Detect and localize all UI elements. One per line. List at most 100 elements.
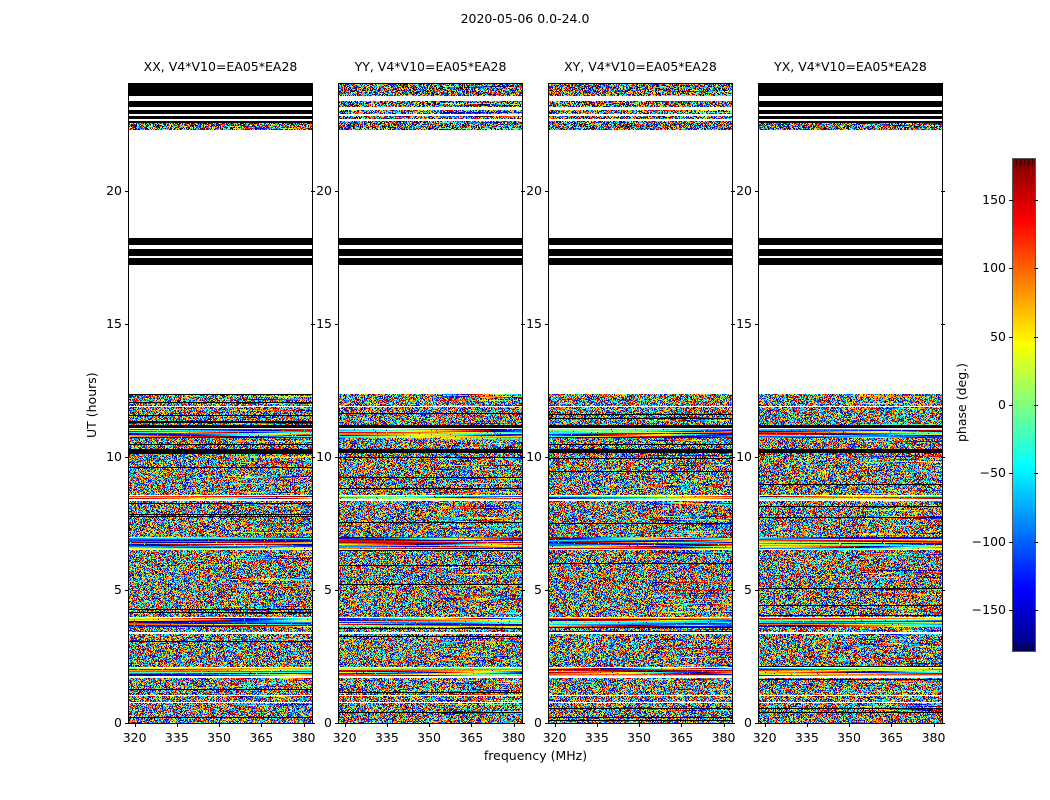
heatmap-panel-xx[interactable] bbox=[128, 83, 313, 724]
y-tick-label: 15 bbox=[106, 315, 122, 331]
y-tickmark-right bbox=[941, 190, 945, 192]
colorbar-tickmark-right bbox=[1034, 610, 1038, 611]
y-tick-label: 20 bbox=[106, 182, 122, 198]
x-tick-label: 320 bbox=[542, 730, 567, 745]
y-tickmark bbox=[545, 323, 549, 325]
x-tickmark bbox=[849, 723, 851, 727]
y-tick-label: 5 bbox=[744, 581, 752, 597]
y-tickmark-right bbox=[941, 323, 945, 325]
x-tickmark bbox=[386, 723, 388, 727]
x-tickmark bbox=[134, 723, 136, 727]
colorbar-tick-label: −50 bbox=[979, 465, 1006, 481]
y-tickmark-right bbox=[941, 456, 945, 458]
x-tickmark bbox=[219, 723, 221, 727]
x-tick-label: 335 bbox=[584, 730, 609, 745]
colorbar-tick-label: 100 bbox=[982, 260, 1006, 276]
y-tickmark-right bbox=[311, 190, 315, 192]
figure-suptitle: 2020-05-06 0.0-24.0 bbox=[460, 11, 590, 26]
colorbar-tickmark bbox=[1009, 268, 1013, 270]
x-tickmark bbox=[261, 723, 263, 727]
x-tick-label: 320 bbox=[122, 730, 147, 745]
x-tick-label: 335 bbox=[374, 730, 399, 745]
panel-title-xy: XY, V4*V10=EA05*EA28 bbox=[564, 59, 717, 74]
x-tick-label: 365 bbox=[249, 730, 274, 745]
panel-title-yx: YX, V4*V10=EA05*EA28 bbox=[774, 59, 927, 74]
y-tick-label: 0 bbox=[534, 715, 542, 730]
y-tick-label: 5 bbox=[534, 581, 542, 597]
y-tickmark-right bbox=[521, 323, 525, 325]
y-tickmark bbox=[545, 589, 549, 591]
y-tickmark bbox=[545, 456, 549, 458]
heatmap-image-xx bbox=[129, 84, 312, 723]
x-tickmark bbox=[513, 723, 515, 727]
y-tickmark bbox=[755, 589, 759, 591]
x-tick-label: 380 bbox=[711, 730, 736, 745]
x-tickmark bbox=[554, 723, 556, 727]
colorbar-tickmark bbox=[1009, 200, 1013, 201]
y-tickmark bbox=[125, 190, 129, 192]
x-tick-label: 335 bbox=[794, 730, 819, 745]
colorbar-tick-label: 150 bbox=[982, 192, 1006, 207]
y-tick-label: 15 bbox=[526, 315, 542, 331]
y-tick-label: 10 bbox=[106, 448, 122, 464]
y-tickmark bbox=[335, 723, 339, 724]
y-tickmark bbox=[335, 456, 339, 458]
x-tick-label: 365 bbox=[459, 730, 484, 745]
colorbar-tickmark-right bbox=[1034, 336, 1038, 338]
heatmap-panel-xy[interactable] bbox=[548, 83, 733, 724]
y-tick-label: 20 bbox=[526, 182, 542, 198]
y-tickmark-right bbox=[731, 323, 735, 325]
heatmap-image-yx bbox=[759, 84, 942, 723]
y-tickmark-right bbox=[731, 456, 735, 458]
y-tick-label: 0 bbox=[114, 715, 122, 730]
y-tickmark bbox=[755, 723, 759, 724]
colorbar-tickmark-right bbox=[1034, 200, 1038, 201]
x-tickmark bbox=[471, 723, 473, 727]
y-tickmark bbox=[755, 190, 759, 192]
y-tickmark bbox=[125, 323, 129, 325]
colorbar-tickmark-right bbox=[1034, 405, 1038, 406]
y-tick-label: 10 bbox=[526, 448, 542, 464]
y-axis-label: UT (hours) bbox=[84, 371, 99, 438]
heatmap-image-yy bbox=[339, 84, 522, 723]
colorbar-tickmark bbox=[1009, 610, 1013, 611]
y-tickmark-right bbox=[311, 723, 315, 724]
y-tick-label: 10 bbox=[316, 448, 332, 464]
x-tickmark bbox=[806, 723, 808, 727]
y-tickmark bbox=[545, 723, 549, 724]
x-tickmark bbox=[681, 723, 683, 727]
y-tickmark bbox=[755, 456, 759, 458]
heatmap-panel-yy[interactable] bbox=[338, 83, 523, 724]
y-tickmark bbox=[125, 456, 129, 458]
x-tick-label: 350 bbox=[837, 730, 861, 745]
x-tickmark bbox=[639, 723, 641, 727]
heatmap-image-xy bbox=[549, 84, 732, 723]
x-tickmark bbox=[891, 723, 893, 727]
y-tickmark bbox=[335, 190, 339, 192]
heatmap-panel-yx[interactable] bbox=[758, 83, 943, 724]
x-tick-label: 350 bbox=[417, 730, 441, 745]
colorbar-gradient bbox=[1013, 159, 1035, 651]
y-tickmark-right bbox=[521, 723, 525, 724]
y-tick-label: 5 bbox=[324, 581, 332, 597]
y-tick-label: 20 bbox=[736, 182, 752, 198]
x-tickmark bbox=[723, 723, 725, 727]
colorbar-tickmark-right bbox=[1034, 473, 1038, 475]
y-tickmark bbox=[545, 190, 549, 192]
y-tick-label: 5 bbox=[114, 581, 122, 597]
colorbar-tickmark bbox=[1009, 473, 1013, 475]
y-tickmark-right bbox=[311, 323, 315, 325]
x-tick-label: 350 bbox=[207, 730, 231, 745]
colorbar-tick-label: 0 bbox=[998, 397, 1006, 412]
x-tick-label: 365 bbox=[669, 730, 694, 745]
y-tickmark-right bbox=[731, 589, 735, 591]
y-tick-label: 15 bbox=[736, 315, 752, 331]
x-axis-label: frequency (MHz) bbox=[483, 748, 588, 763]
y-tick-label: 0 bbox=[744, 715, 752, 730]
x-tick-label: 320 bbox=[332, 730, 357, 745]
y-tickmark bbox=[335, 323, 339, 325]
colorbar-tickmark-right bbox=[1034, 268, 1038, 270]
colorbar[interactable] bbox=[1012, 158, 1036, 652]
y-tick-label: 10 bbox=[736, 448, 752, 464]
